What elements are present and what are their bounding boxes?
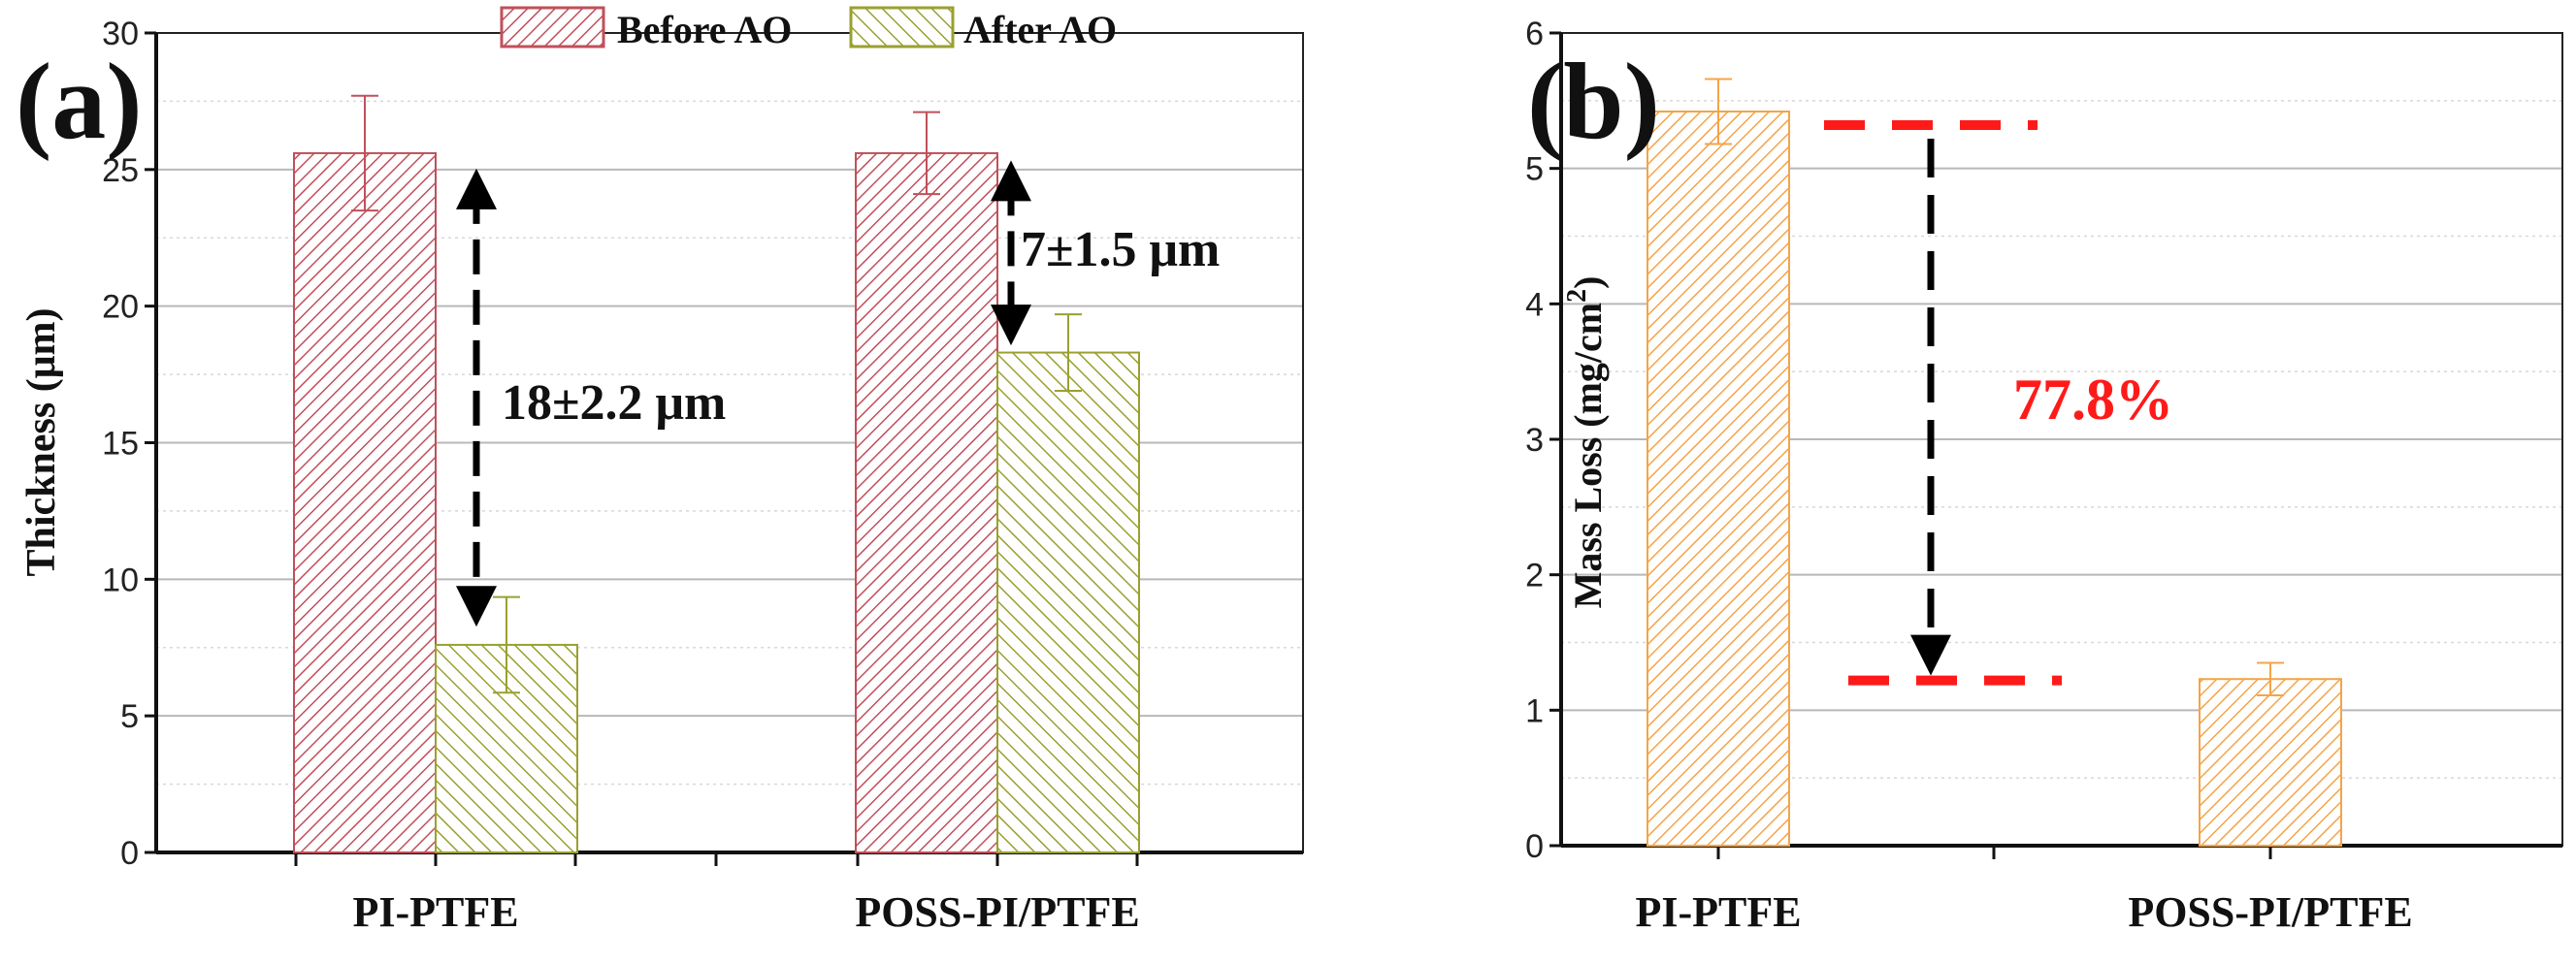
bar-mass-loss-0 xyxy=(1647,111,1790,848)
y-tick-label: 20 xyxy=(102,289,139,326)
y-tick-label: 2 xyxy=(1525,558,1544,594)
y-tick-label: 3 xyxy=(1525,422,1544,459)
bar-before-1 xyxy=(855,151,998,853)
legend: Before AO After AO xyxy=(500,6,1117,51)
y-axis-label-superscript: 2 xyxy=(1562,289,1592,303)
x-tick-label: POSS-PI/PTFE xyxy=(2128,888,2412,936)
annotation-thickness-loss-pi-ptfe: 18±2.2 μm xyxy=(502,375,726,431)
annotation-reduction-percent: 77.8% xyxy=(2013,368,2173,432)
y-tick-label: 30 xyxy=(102,16,139,52)
legend-swatch-before xyxy=(500,6,605,48)
panel-a-chart: 0 5 10 15 20 25 30 PI-PTFE POSS-PI/PTFE Before AO… xyxy=(16,6,1304,936)
y-tick-label: 4 xyxy=(1525,286,1544,323)
y-tick-label: 0 xyxy=(1525,828,1544,865)
y-tick-label: 25 xyxy=(102,152,139,189)
y-axis-label-end: ) xyxy=(1566,276,1610,289)
y-tick-label: 1 xyxy=(1525,692,1544,729)
y-tick-label: 0 xyxy=(120,835,139,872)
y-axis-label: Mass Loss (mg/cm2) xyxy=(1562,276,1610,609)
legend-label-after: After AO xyxy=(963,8,1117,51)
annotation-thickness-loss-poss: 7±1.5 μm xyxy=(1021,222,1220,277)
legend-swatch-after xyxy=(849,6,955,48)
panel-label-b: (b) xyxy=(1527,42,1660,162)
bar-before-0 xyxy=(293,151,437,853)
y-tick-label: 5 xyxy=(120,698,139,735)
y-tick-label: 5 xyxy=(1525,151,1544,188)
y-tick-label: 15 xyxy=(102,426,139,463)
x-tick-label: PI-PTFE xyxy=(352,888,518,936)
y-tick-label: 10 xyxy=(102,562,139,598)
y-axis-label: Thickness (μm) xyxy=(19,308,64,577)
bar-after-1 xyxy=(996,351,1140,853)
bar-mass-loss-1 xyxy=(2199,678,2342,848)
x-tick-label: PI-PTFE xyxy=(1635,888,1801,936)
legend-label-before: Before AO xyxy=(617,8,792,51)
y-tick-label: 6 xyxy=(1525,16,1544,52)
y-axis-label-text: Mass Loss (mg/cm xyxy=(1566,303,1610,609)
panel-b-chart: 0 1 2 3 4 5 6 PI-PTFE POSS-PI/PTFE 77.8% Mass Loss… xyxy=(1525,16,2563,936)
panel-label-a: (a) xyxy=(16,42,143,162)
x-tick-label: POSS-PI/PTFE xyxy=(855,888,1139,936)
